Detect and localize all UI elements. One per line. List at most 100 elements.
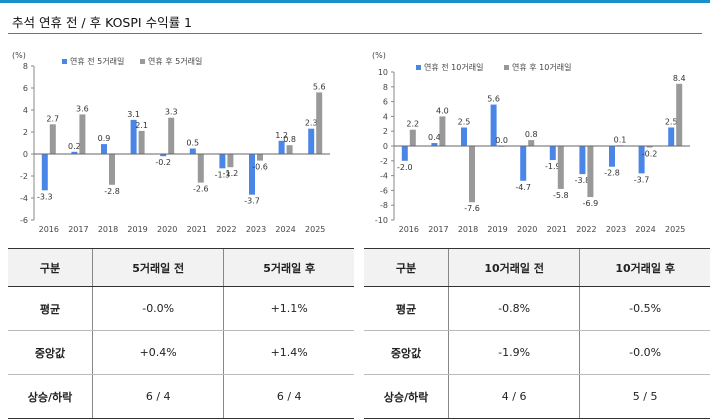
table-cell: 6 / 4 [223, 374, 354, 419]
bar [676, 83, 683, 146]
data-label: -2.8 [604, 169, 620, 178]
table-row: 상승/하락 6 / 4 6 / 4 [8, 374, 354, 419]
x-tick-label: 2023 [246, 225, 266, 234]
bar [528, 140, 535, 146]
data-label: 8.4 [673, 74, 686, 83]
chart-5-day: (%) -6 -4 -2 0 2 4 6 8 연휴 전 5거래일 연휴 후 5거래일 2016 -3.3… [4, 44, 342, 242]
x-tick-label: 2018 [98, 225, 118, 234]
bar [286, 145, 293, 154]
legend-swatch [416, 65, 421, 70]
bar [257, 154, 263, 161]
y-tick-label: 6 [383, 98, 388, 107]
data-label: 0.5 [186, 139, 199, 148]
data-label: 3.1 [127, 110, 140, 119]
bar [197, 154, 204, 183]
table-header-cell: 5거래일 전 [91, 248, 224, 287]
data-label: -1.3 [215, 170, 231, 179]
bar [109, 154, 115, 185]
data-label: 2.5 [458, 118, 471, 127]
bar [409, 129, 416, 146]
data-label: 2.3 [305, 119, 318, 128]
y-tick-label: 0 [23, 150, 28, 159]
table-row: 평균 -0.0% +1.1% [8, 286, 354, 331]
legend-swatch [62, 59, 67, 64]
data-label: 3.3 [165, 108, 178, 117]
bar [168, 117, 175, 154]
table-header-row: 구분 5거래일 전 5거래일 후 [8, 248, 354, 287]
table-row: 평균 -0.8% -0.5% [364, 286, 710, 331]
bar [189, 148, 196, 154]
bar [130, 119, 137, 154]
y-tick-label: 2 [23, 128, 28, 137]
bar [401, 146, 408, 161]
bar [316, 92, 323, 154]
x-tick-label: 2017 [428, 225, 448, 234]
x-tick-label: 2020 [157, 225, 177, 234]
x-tick-label: 2022 [576, 225, 596, 234]
x-tick-label: 2025 [665, 225, 685, 234]
data-label: -3.8 [575, 176, 591, 185]
table-header-cell: 구분 [364, 248, 449, 287]
data-label: -0.2 [155, 158, 171, 167]
bar [308, 128, 315, 154]
bar [557, 146, 564, 189]
y-tick-label: 4 [23, 106, 28, 115]
data-label: -1.9 [545, 162, 561, 171]
table-cell: 상승/하락 [8, 374, 93, 419]
x-tick-label: 2023 [606, 225, 626, 234]
data-label: -6.9 [583, 199, 599, 208]
bar [278, 140, 285, 154]
bar [249, 154, 255, 195]
summary-table-5-day: 구분 5거래일 전 5거래일 후 평균 -0.0% +1.1% 중앙값 +0.4… [8, 248, 354, 419]
data-label: 0.8 [525, 130, 538, 139]
x-tick-label: 2024 [635, 225, 655, 234]
data-label: -3.7 [244, 197, 260, 206]
bar [227, 154, 234, 168]
bar [160, 154, 167, 157]
bar [219, 154, 226, 169]
table-cell: -0.0% [579, 330, 710, 375]
data-label: 0.0 [495, 136, 508, 145]
data-label: -2.6 [193, 185, 209, 194]
table-cell: -1.9% [447, 330, 580, 375]
x-tick-label: 2020 [517, 225, 537, 234]
data-label: -3.3 [37, 192, 53, 201]
page-title: 추석 연휴 전 / 후 KOSPI 수익률 1 [12, 15, 192, 30]
bar [579, 146, 586, 175]
x-tick-label: 2021 [187, 225, 207, 234]
chart-5-day-svg: (%) -6 -4 -2 0 2 4 6 8 연휴 전 5거래일 연휴 후 5거래일 2016 -3.3… [12, 51, 330, 234]
chart-10-day-svg: (%) -10 -8 -6 -4 -2 0 2 4 6 8 10 연휴 전 10거래일 연휴 후 10거래… [372, 51, 690, 234]
y-tick-label: -6 [20, 216, 28, 225]
bar [520, 146, 527, 181]
y-tick-label: -10 [375, 216, 388, 225]
data-label: 2.7 [46, 114, 59, 123]
table-header-cell: 5거래일 후 [223, 248, 354, 287]
y-tick-label: -2 [20, 172, 28, 181]
bar [71, 151, 78, 154]
y-tick-label: -6 [380, 186, 388, 195]
data-label: 0.1 [614, 135, 627, 144]
table-cell: 평균 [8, 286, 93, 331]
bar [101, 144, 107, 154]
table-row: 중앙값 -1.9% -0.0% [364, 330, 710, 375]
y-tick-label: 8 [23, 62, 28, 71]
bar [469, 146, 475, 203]
x-tick-label: 2016 [39, 225, 59, 234]
y-tick-label: -4 [380, 172, 388, 181]
table-cell: 상승/하락 [364, 374, 449, 419]
table-cell: 6 / 4 [91, 374, 224, 419]
data-label: 0.2 [68, 142, 81, 151]
table-cell: 중앙값 [364, 330, 449, 375]
y-tick-label: 8 [383, 83, 388, 92]
bar [138, 130, 145, 154]
bar [587, 146, 594, 198]
table-header-cell: 10거래일 후 [579, 248, 710, 287]
y-tick-label: 0 [383, 142, 388, 151]
bar [549, 146, 556, 161]
legend-label: 연휴 전 10거래일 [424, 62, 483, 72]
legend-swatch [140, 59, 145, 64]
data-label: 0.8 [283, 135, 296, 144]
data-label: 2.2 [406, 120, 419, 129]
data-label: -3.7 [634, 175, 650, 184]
table-cell: 4 / 6 [447, 374, 580, 419]
